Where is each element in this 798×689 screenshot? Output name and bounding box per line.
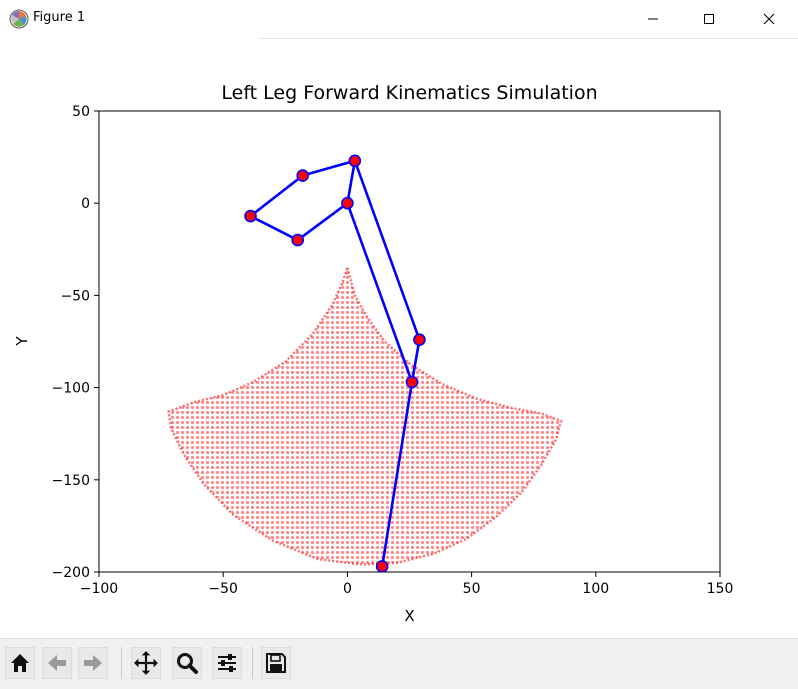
x-tick-label: 50 [463, 581, 481, 597]
y-tick-label: 0 [81, 196, 90, 212]
toolbar-separator [121, 647, 122, 679]
y-axis: −200 −150 −100 −50 0 50 [52, 104, 99, 581]
back-icon [48, 655, 66, 671]
pan-button[interactable] [131, 647, 161, 679]
linkage-layer [244, 154, 426, 572]
matplotlib-icon [9, 9, 29, 29]
maximize-icon [704, 14, 714, 24]
leg-link [249, 174, 304, 218]
close-button[interactable] [746, 0, 792, 38]
joint-marker [296, 169, 309, 182]
y-tick-label: −50 [60, 288, 90, 304]
joint-marker [405, 375, 419, 389]
workspace-layer [167, 263, 563, 566]
minimize-icon [648, 18, 658, 20]
x-tick-label: 0 [343, 581, 352, 597]
x-axis-label: X [404, 607, 414, 625]
joint-marker [291, 233, 305, 247]
save-button[interactable] [261, 647, 291, 679]
home-button[interactable] [5, 647, 35, 679]
joint-marker [375, 560, 389, 572]
x-tick-label: 100 [582, 581, 609, 597]
x-tick-label: −50 [208, 581, 238, 597]
titlebar-divider [258, 38, 798, 39]
leg-link [296, 201, 349, 242]
x-tick-label: −100 [80, 581, 118, 597]
joint-marker [341, 196, 354, 210]
joint-marker [413, 333, 426, 346]
joint-marker [348, 154, 362, 168]
chart: Left Leg Forward Kinematics Simulation −… [13, 82, 734, 625]
axes-frame [98, 110, 721, 573]
window-titlebar: Figure 1 [0, 0, 798, 39]
x-axis: −100 −50 0 50 100 150 [80, 572, 734, 597]
x-tick-label: 150 [707, 581, 734, 597]
forward-icon [84, 655, 102, 671]
y-axis-label: Y [13, 336, 31, 347]
minimize-button[interactable] [630, 0, 676, 38]
close-icon [763, 13, 775, 25]
joint-marker [244, 209, 257, 223]
leg-link [249, 214, 300, 242]
workspace-point-cloud [168, 267, 561, 565]
y-tick-label: −100 [52, 381, 90, 397]
leg-link [353, 159, 421, 341]
workspace-boundary [167, 263, 563, 566]
save-icon [266, 653, 286, 673]
configure-subplots-button[interactable] [212, 647, 242, 679]
configure-subplots-icon [218, 654, 236, 672]
back-button[interactable] [42, 647, 72, 679]
window-title: Figure 1 [33, 10, 86, 25]
zoom-icon [177, 653, 198, 674]
leg-link [346, 201, 414, 384]
maximize-button[interactable] [686, 0, 732, 38]
chart-title: Left Leg Forward Kinematics Simulation [221, 82, 597, 104]
leg-link [410, 338, 421, 384]
zoom-button[interactable] [172, 647, 202, 679]
y-tick-label: −150 [52, 473, 90, 489]
pan-icon [134, 651, 158, 675]
y-tick-label: 50 [72, 104, 90, 120]
figure-canvas[interactable]: Left Leg Forward Kinematics Simulation −… [0, 39, 798, 637]
leg-link [301, 159, 357, 177]
toolbar-separator [252, 647, 253, 679]
forward-button[interactable] [78, 647, 108, 679]
y-tick-label: −200 [52, 565, 90, 581]
leg-link [346, 159, 357, 205]
leg-link [380, 380, 414, 568]
home-icon [11, 654, 29, 672]
navigation-toolbar [0, 638, 798, 689]
